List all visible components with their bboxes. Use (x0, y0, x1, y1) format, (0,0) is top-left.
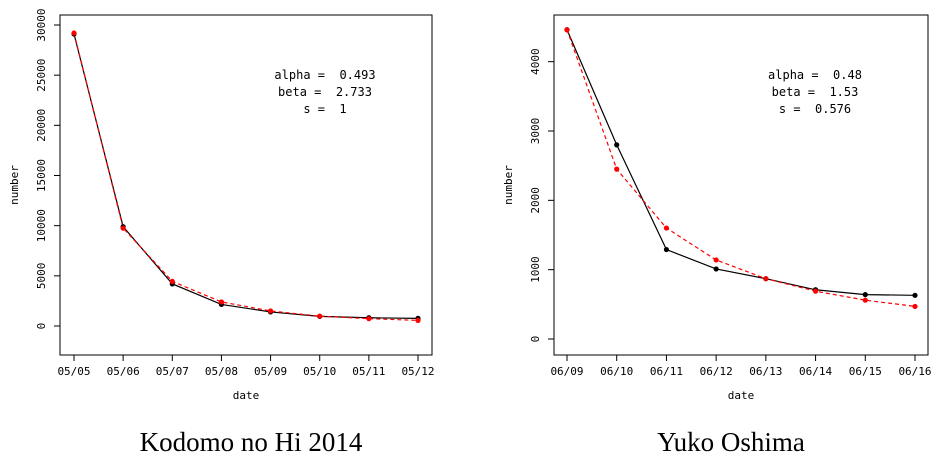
series-line-2 (73, 32, 419, 321)
series-line-1 (566, 29, 916, 296)
y-tick-label: 10000 (35, 209, 48, 242)
chart-caption: Kodomo no Hi 2014 (140, 427, 363, 457)
y-tick-label: 20000 (35, 109, 48, 142)
series-1-point (862, 292, 868, 298)
x-tick-label: 06/11 (650, 365, 683, 378)
y-axis-label: number (8, 165, 21, 205)
x-tick-label: 06/15 (849, 365, 882, 378)
series-2-point (862, 297, 868, 303)
x-tick-label: 05/11 (352, 365, 385, 378)
x-tick-label: 06/09 (550, 365, 583, 378)
series-2-point (317, 313, 323, 319)
x-tick-label: 06/10 (600, 365, 633, 378)
x-tick-label: 05/09 (254, 365, 287, 378)
x-tick-label: 05/08 (205, 365, 238, 378)
plot-frame (59, 14, 433, 356)
y-tick-label: 2000 (529, 187, 542, 214)
chart-panel-2: 06/09 06/10 06/11 06/12 06/13 06/14 06/15 06/16… (502, 14, 931, 457)
y-tick-label: 3000 (529, 118, 542, 145)
series-1-point (663, 246, 670, 253)
series-line-2 (566, 29, 916, 308)
x-tick-label: 05/10 (303, 365, 336, 378)
parameter-annotation: s = 0.576 (779, 102, 851, 116)
x-tick-label: 06/12 (700, 365, 733, 378)
series-2-point (614, 166, 620, 172)
parameter-annotation: beta = 2.733 (278, 85, 372, 99)
series-1-point (713, 266, 719, 272)
y-tick-label: 30000 (35, 8, 48, 41)
x-tick-label: 06/14 (799, 365, 832, 378)
series-2-point (713, 257, 719, 263)
x-tick-label: 06/16 (898, 365, 931, 378)
parameter-annotation: alpha = 0.48 (768, 68, 862, 82)
series-2-point (564, 27, 570, 33)
x-tick-label: 05/12 (401, 365, 434, 378)
x-tick-label: 05/06 (107, 365, 140, 378)
y-axis-label: number (502, 165, 515, 205)
y-tick-label: 1000 (529, 256, 542, 283)
series-2-point (415, 317, 421, 323)
parameter-annotation: beta = 1.53 (772, 85, 859, 99)
parameter-annotation: alpha = 0.493 (274, 68, 375, 82)
plot-frame (553, 14, 929, 356)
x-tick-label: 05/05 (57, 365, 90, 378)
chart-panel-1: 05/05 05/06 05/07 05/08 05/09 05/10 05/11 05/12… (8, 8, 435, 457)
series-2-point (663, 225, 670, 231)
chart-caption: Yuko Oshima (657, 427, 805, 457)
x-tick-label: 06/13 (749, 365, 782, 378)
y-tick-label: 25000 (35, 59, 48, 92)
parameter-annotation: s = 1 (303, 102, 346, 116)
series-2-point (218, 299, 225, 305)
y-tick-label: 15000 (35, 159, 48, 192)
series-2-point (366, 316, 372, 322)
y-tick-label: 0 (529, 336, 542, 343)
x-tick-label: 05/07 (156, 365, 189, 378)
x-axis-label: date (233, 389, 260, 402)
series-1-point (912, 292, 918, 298)
series-2-point (912, 303, 918, 310)
x-axis-label: date (728, 389, 755, 402)
series-2-point (267, 308, 274, 314)
y-tick-label: 5000 (35, 263, 48, 290)
series-2-point (763, 276, 769, 282)
series-2-point (169, 278, 175, 284)
y-tick-label: 4000 (529, 48, 542, 75)
series-2-point (812, 288, 819, 294)
series-1-point (614, 142, 620, 148)
series-2-point (71, 30, 77, 36)
y-tick-label: 0 (35, 323, 48, 330)
series-2-point (120, 225, 126, 231)
